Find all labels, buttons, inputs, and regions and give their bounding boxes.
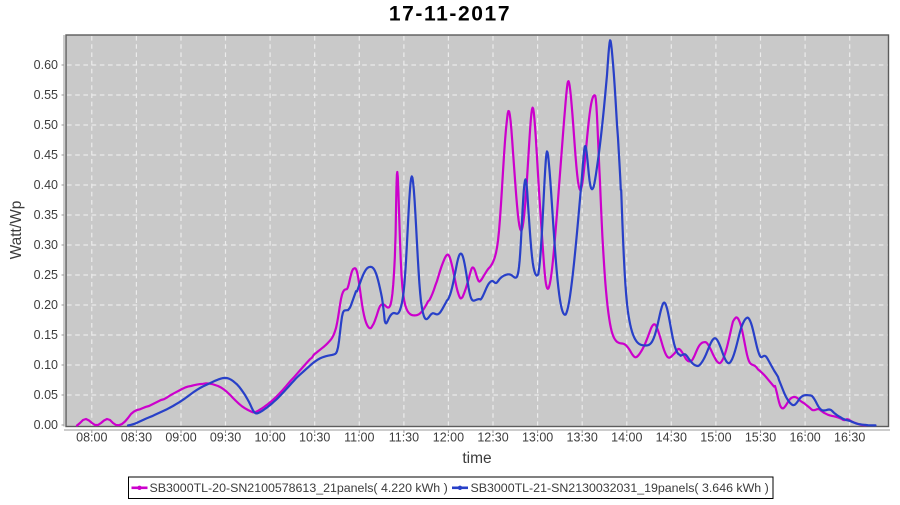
svg-text:14:30: 14:30: [656, 431, 687, 445]
svg-text:0.15: 0.15: [34, 328, 58, 342]
svg-text:0.25: 0.25: [34, 268, 58, 282]
svg-text:15:00: 15:00: [700, 431, 731, 445]
svg-text:0.40: 0.40: [34, 178, 58, 192]
svg-text:11:00: 11:00: [344, 431, 374, 445]
svg-text:0.50: 0.50: [34, 118, 58, 132]
svg-text:08:30: 08:30: [121, 431, 152, 445]
svg-text:0.55: 0.55: [34, 88, 58, 102]
svg-text:15:30: 15:30: [745, 431, 776, 445]
svg-text:0.20: 0.20: [34, 298, 58, 312]
svg-text:0.00: 0.00: [34, 418, 58, 432]
svg-text:0.45: 0.45: [34, 148, 58, 162]
svg-text:time: time: [462, 450, 491, 467]
svg-text:16:30: 16:30: [834, 431, 865, 445]
svg-text:13:30: 13:30: [567, 431, 598, 445]
svg-text:0.30: 0.30: [34, 238, 58, 252]
svg-text:11:30: 11:30: [389, 431, 419, 445]
svg-text:09:30: 09:30: [210, 431, 241, 445]
svg-text:Watt/Wp: Watt/Wp: [8, 201, 25, 260]
svg-text:13:00: 13:00: [522, 431, 553, 445]
svg-text:14:00: 14:00: [611, 431, 642, 445]
svg-text:08:00: 08:00: [76, 431, 107, 445]
svg-text:10:00: 10:00: [254, 431, 285, 445]
svg-text:12:30: 12:30: [477, 431, 508, 445]
svg-text:0.10: 0.10: [34, 358, 58, 372]
svg-text:0.05: 0.05: [34, 388, 58, 402]
svg-text:SB3000TL-20-SN2100578613_21pan: SB3000TL-20-SN2100578613_21panels( 4.220…: [150, 481, 448, 495]
svg-text:12:00: 12:00: [433, 431, 464, 445]
svg-text:16:00: 16:00: [789, 431, 820, 445]
svg-text:0.60: 0.60: [34, 58, 58, 72]
svg-text:0.35: 0.35: [34, 208, 58, 222]
svg-text:10:30: 10:30: [299, 431, 330, 445]
svg-text:SB3000TL-21-SN2130032031_19pan: SB3000TL-21-SN2130032031_19panels( 3.646…: [471, 481, 769, 495]
svg-text:17-11-2017: 17-11-2017: [389, 3, 511, 26]
svg-text:09:00: 09:00: [165, 431, 196, 445]
